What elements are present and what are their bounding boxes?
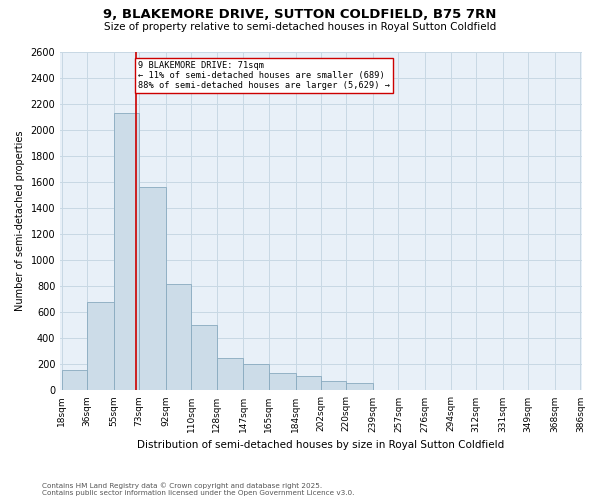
Bar [87, 302, 114, 390]
Bar [244, 364, 269, 390]
X-axis label: Distribution of semi-detached houses by size in Royal Sutton Coldfield: Distribution of semi-detached houses by … [137, 440, 505, 450]
Text: 9 BLAKEMORE DRIVE: 71sqm
← 11% of semi-detached houses are smaller (689)
88% of : 9 BLAKEMORE DRIVE: 71sqm ← 11% of semi-d… [139, 60, 391, 90]
Text: 9, BLAKEMORE DRIVE, SUTTON COLDFIELD, B75 7RN: 9, BLAKEMORE DRIVE, SUTTON COLDFIELD, B7… [103, 8, 497, 20]
Bar [62, 370, 87, 390]
Text: Contains public sector information licensed under the Open Government Licence v3: Contains public sector information licen… [42, 490, 355, 496]
Text: Size of property relative to semi-detached houses in Royal Sutton Coldfield: Size of property relative to semi-detach… [104, 22, 496, 32]
Bar [296, 376, 321, 390]
Bar [191, 326, 217, 390]
Bar [217, 358, 244, 390]
Bar [269, 374, 296, 390]
Text: Contains HM Land Registry data © Crown copyright and database right 2025.: Contains HM Land Registry data © Crown c… [42, 482, 322, 489]
Y-axis label: Number of semi-detached properties: Number of semi-detached properties [15, 130, 25, 311]
Bar [139, 187, 166, 390]
Bar [321, 380, 346, 390]
Bar [166, 284, 191, 391]
Bar [346, 384, 373, 390]
Bar [114, 113, 139, 390]
